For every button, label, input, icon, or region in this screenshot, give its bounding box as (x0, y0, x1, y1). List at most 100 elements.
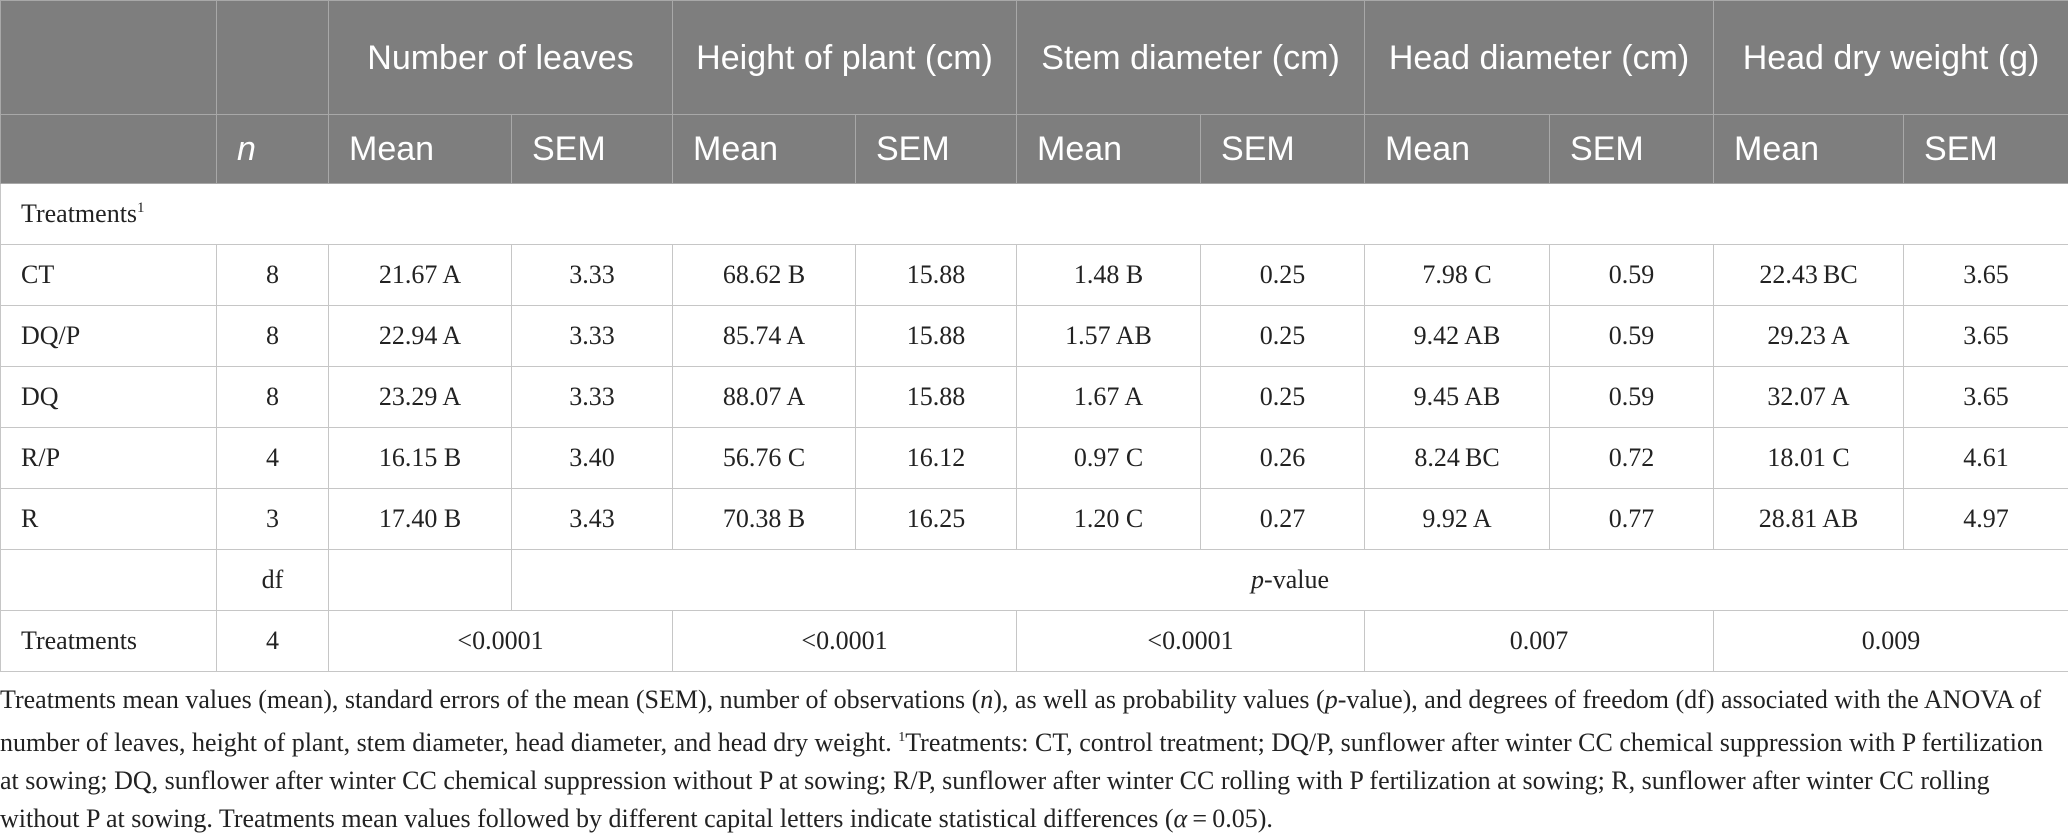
table-cell: 32.07 A (1713, 366, 1905, 428)
section-row: Treatments1 (0, 183, 2068, 245)
table-cell: 3.40 (511, 427, 673, 489)
table-cell: 3.43 (511, 488, 673, 550)
table-cell: 0.25 (1200, 305, 1366, 367)
caption-text: Treatments: CT, control treatment; DQ/P,… (0, 728, 2043, 833)
table-cell: 0.25 (1200, 366, 1366, 428)
table-cell: 28.81 AB (1713, 488, 1905, 550)
treatment-name: R (0, 488, 217, 550)
header-sem: SEM (854, 114, 1018, 184)
footnote-marker: 1 (137, 200, 145, 216)
table-cell: 4.61 (1903, 427, 2068, 489)
table-cell: 3.65 (1903, 305, 2068, 367)
header-stem-diameter: Stem diameter (cm) (1016, 0, 1366, 115)
table-cell: 68.62 B (672, 244, 856, 306)
table-cell: 9.42 AB (1364, 305, 1551, 367)
table-cell: 1.57 AB (1016, 305, 1202, 367)
header-head-dry-weight: Head dry weight (g) (1713, 0, 2068, 115)
table-cell: 16.15 B (328, 427, 512, 489)
pvalue-label-p: p (1251, 565, 1265, 594)
n-value: 8 (216, 244, 329, 306)
df-label: df (216, 549, 329, 611)
table-cell: 85.74 A (672, 305, 856, 367)
table-caption: Treatments mean values (mean), standard … (0, 681, 2062, 838)
table-cell: 0.59 (1549, 366, 1715, 428)
header-row-groups: Number of leaves Height of plant (cm) St… (0, 0, 2068, 115)
table-cell: 3.33 (511, 244, 673, 306)
table-row: R 3 17.40 B 3.43 70.38 B 16.25 1.20 C 0.… (0, 488, 2068, 550)
section-label: Treatments (21, 199, 138, 228)
table-cell: 17.40 B (328, 488, 512, 550)
header-mean: Mean (1713, 114, 1905, 184)
header-head-diameter: Head diameter (cm) (1364, 0, 1715, 115)
table-cell: 3.65 (1903, 366, 2068, 428)
section-label-cell: Treatments1 (0, 183, 2068, 245)
header-number-of-leaves: Number of leaves (328, 0, 673, 115)
pvalue-label: p-value (510, 549, 2068, 611)
table-cell: 0.59 (1549, 305, 1715, 367)
table-cell: 4.97 (1903, 488, 2068, 550)
table-cell: 18.01 C (1713, 427, 1905, 489)
pvalue-head-diameter: 0.007 (1364, 610, 1715, 672)
table-cell: 56.76 C (672, 427, 856, 489)
n-value: 8 (216, 305, 329, 367)
header-mean: Mean (328, 114, 512, 184)
table-cell: 70.38 B (672, 488, 856, 550)
pvalue-stem-diameter: <0.0001 (1016, 610, 1366, 672)
blank-cell (328, 549, 512, 611)
table-cell: 0.59 (1549, 244, 1715, 306)
pvalue-label-rest: -value (1264, 565, 1329, 594)
treatment-name: DQ/P (0, 305, 217, 367)
table-cell: 22.94 A (328, 305, 512, 367)
treatment-name: R/P (0, 427, 217, 489)
header-mean: Mean (1364, 114, 1551, 184)
table-cell: 16.25 (854, 488, 1018, 550)
table-cell: 7.98 C (1364, 244, 1551, 306)
table-cell: 23.29 A (328, 366, 512, 428)
table-cell: 0.72 (1549, 427, 1715, 489)
table-row: R/P 4 16.15 B 3.40 56.76 C 16.12 0.97 C … (0, 427, 2068, 489)
table-cell: 9.45 AB (1364, 366, 1551, 428)
header-height-of-plant: Height of plant (cm) (671, 0, 1018, 115)
pvalue-number-of-leaves: <0.0001 (328, 610, 673, 672)
blank-cell (0, 549, 217, 611)
header-sem: SEM (1903, 114, 2068, 184)
anova-name: Treatments (0, 610, 217, 672)
n-value: 4 (216, 427, 329, 489)
df-pvalue-header-row: df p-value (0, 549, 2068, 611)
table-cell: 8.24 BC (1364, 427, 1551, 489)
table-cell: 0.97 C (1016, 427, 1202, 489)
table-cell: 29.23 A (1713, 305, 1905, 367)
table-cell: 0.27 (1200, 488, 1366, 550)
table-cell: 3.33 (511, 366, 673, 428)
caption-italic-n: n (980, 685, 994, 714)
pvalue-head-dry-weight: 0.009 (1713, 610, 2068, 672)
table-cell: 21.67 A (328, 244, 512, 306)
table-cell: 0.26 (1200, 427, 1366, 489)
table-cell: 16.12 (854, 427, 1018, 489)
anova-row: Treatments 4 <0.0001 <0.0001 <0.0001 0.0… (0, 610, 2068, 672)
caption-text: = 0.05). (1187, 804, 1273, 833)
header-blank-cell (0, 0, 217, 115)
table-cell: 3.33 (511, 305, 673, 367)
caption-text: ), as well as probability values ( (993, 685, 1325, 714)
table-cell: 15.88 (854, 305, 1018, 367)
header-blank-cell (216, 0, 329, 115)
n-value: 3 (216, 488, 329, 550)
table-cell: 1.67 A (1016, 366, 1202, 428)
header-row-stats: n Mean SEM Mean SEM Mean SEM Mean SEM Me… (0, 114, 2068, 184)
caption-text: -value), and degrees of freedom (df) ass… (0, 685, 2042, 757)
pvalue-height-of-plant: <0.0001 (671, 610, 1018, 672)
header-sem: SEM (1200, 114, 1366, 184)
header-n: n (216, 114, 329, 184)
caption-italic-p: p (1324, 685, 1338, 714)
table-cell: 22.43 BC (1713, 244, 1905, 306)
table-cell: 3.65 (1903, 244, 2068, 306)
table-cell: 0.25 (1200, 244, 1366, 306)
caption-text: Treatments mean values (mean), standard … (0, 685, 981, 714)
header-mean: Mean (672, 114, 856, 184)
table-cell: 15.88 (854, 366, 1018, 428)
header-sem: SEM (511, 114, 673, 184)
anova-df: 4 (216, 610, 329, 672)
treatment-name: CT (0, 244, 217, 306)
header-blank-cell (0, 114, 217, 184)
